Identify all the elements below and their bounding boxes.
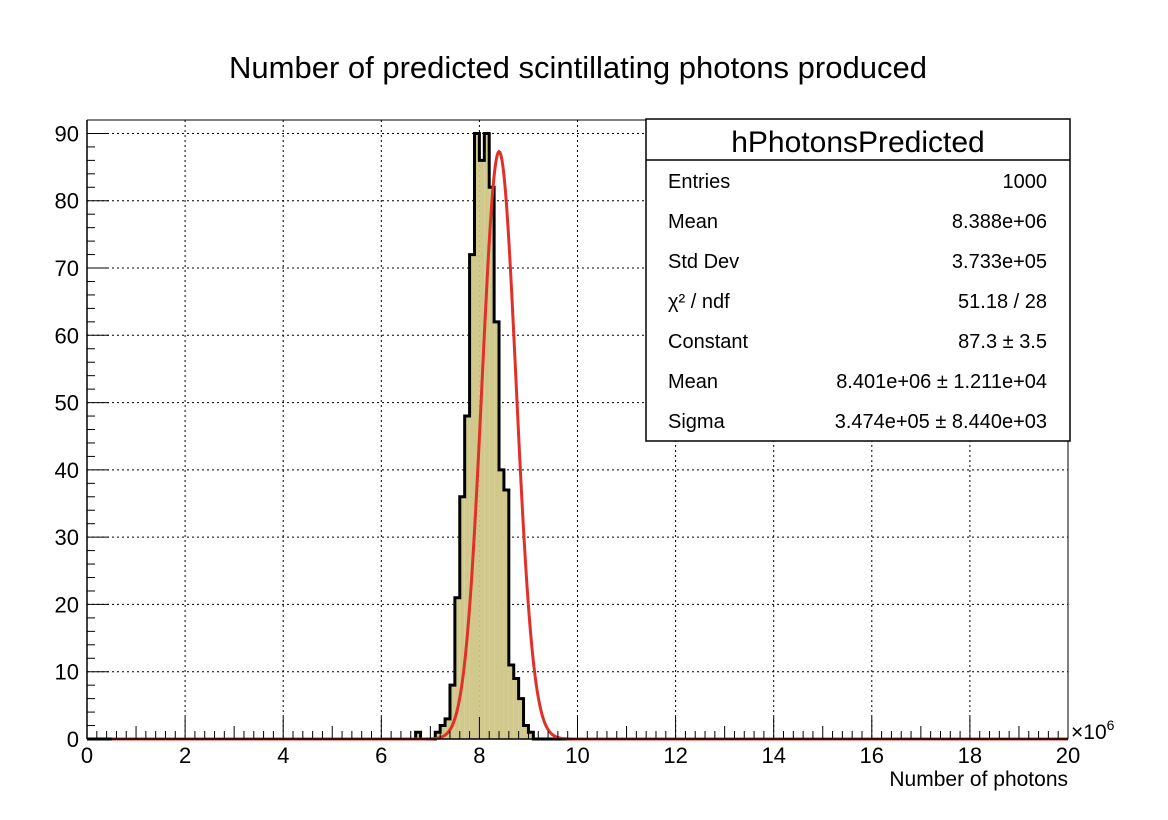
histogram-bin — [445, 718, 450, 739]
histogram-bin — [508, 664, 514, 739]
chart-title: Number of predicted scintillating photon… — [229, 50, 927, 85]
stats-box-frame — [645, 118, 1071, 442]
x-tick-label: 4 — [277, 743, 289, 768]
stats-box-title: hPhotonsPredicted — [731, 126, 985, 159]
x-tick-label: 16 — [860, 743, 884, 768]
x-tick-label: 18 — [958, 743, 982, 768]
histogram-bin — [464, 416, 470, 739]
stats-row-label: Sigma — [668, 411, 726, 433]
stats-row-label: Mean — [668, 211, 718, 233]
histogram-bin — [513, 678, 519, 739]
stats-row-value: 87.3 ± 3.5 — [958, 331, 1047, 353]
histogram-bin — [459, 496, 465, 739]
x-tick-label: 0 — [81, 743, 93, 768]
stats-row-value: 3.474e+05 ± 8.440e+03 — [835, 411, 1047, 433]
stats-row-value: 3.733e+05 — [952, 251, 1047, 273]
x-axis-label: Number of photons — [889, 768, 1068, 791]
axis-ticks: 0 2 4 6 8 10 12 14 16 18 20 0 10 20 30 40 50 60 70 80 90 — [55, 119, 1080, 768]
y-tick-label: 10 — [55, 660, 79, 685]
stats-row-label: χ² / ndf — [668, 291, 730, 313]
histogram-bin — [440, 725, 446, 739]
histogram-bin — [474, 133, 480, 739]
stats-row-value: 51.18 / 28 — [958, 291, 1047, 313]
y-tick-label: 20 — [55, 592, 79, 617]
y-tick-label: 40 — [55, 458, 79, 483]
y-tick-label: 0 — [67, 727, 79, 752]
stats-row-label: Entries — [668, 171, 730, 193]
x-tick-label: 8 — [473, 743, 485, 768]
histogram-bin — [503, 490, 509, 739]
histogram-bars — [87, 131, 1068, 741]
y-tick-label: 80 — [55, 189, 79, 214]
stats-row-label: Std Dev — [668, 251, 739, 273]
x-tick-label: 20 — [1056, 743, 1080, 768]
histogram-bin — [415, 732, 421, 739]
y-tick-label: 70 — [55, 256, 79, 281]
histogram-bin — [479, 160, 485, 739]
histogram-bin — [435, 732, 441, 739]
histogram-bin — [469, 254, 475, 739]
histogram-bin — [518, 698, 524, 739]
x-tick-label: 10 — [565, 743, 589, 768]
histogram-bin — [494, 321, 500, 739]
histogram-bin — [484, 133, 490, 739]
x-tick-label: 12 — [663, 743, 687, 768]
histogram-bin — [523, 725, 529, 739]
stats-row-label: Mean — [668, 371, 718, 393]
y-tick-label: 30 — [55, 525, 79, 550]
histogram-bin — [499, 469, 504, 739]
histogram-outline — [87, 131, 1068, 741]
x-axis-multiplier: ×106 — [1071, 717, 1115, 744]
x-tick-label: 14 — [761, 743, 785, 768]
y-tick-label: 90 — [55, 121, 79, 146]
histogram-bin — [489, 187, 495, 740]
stats-row-label: Constant — [668, 331, 748, 353]
y-tick-label: 50 — [55, 391, 79, 416]
x-tick-label: 6 — [375, 743, 387, 768]
histogram-bin — [454, 597, 460, 739]
histogram-bin — [528, 732, 534, 739]
stats-row-value: 8.388e+06 — [952, 211, 1047, 233]
histogram-bin — [449, 685, 455, 739]
y-tick-label: 60 — [55, 323, 79, 348]
x-tick-label: 2 — [179, 743, 191, 768]
stats-row-value: 8.401e+06 ± 1.211e+04 — [836, 371, 1047, 393]
stats-row-value: 1000 — [1003, 171, 1048, 193]
